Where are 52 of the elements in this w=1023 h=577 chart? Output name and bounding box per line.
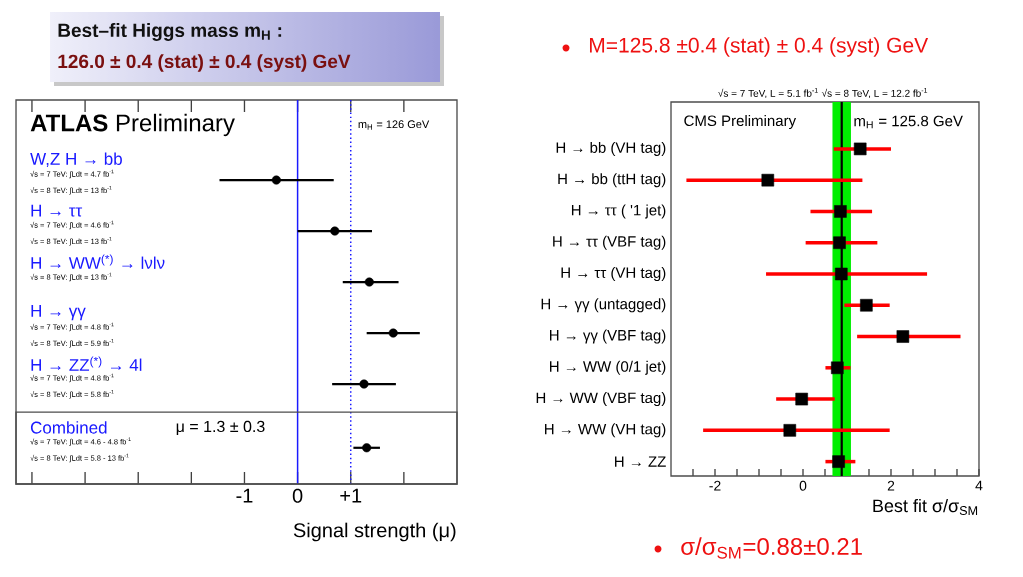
y-tick-label: H → bb (VH tag): [556, 141, 666, 156]
point: [795, 392, 808, 406]
point: [853, 142, 867, 156]
y-tick-label: H → WW (VH tag): [545, 423, 666, 438]
point: [860, 298, 873, 312]
annotation: CMS Preliminary: [684, 115, 797, 130]
x-axis-title: Signal strength (μ): [293, 522, 456, 542]
x-tick-label: 4: [975, 480, 983, 491]
point: [330, 226, 340, 236]
chart-subtitle: 126.0 ± 0.4 (stat) ± 0.4 (syst) GeV: [58, 54, 351, 72]
x-tick-label: -2: [709, 480, 721, 491]
point: [364, 277, 374, 287]
point: [761, 173, 775, 187]
y-tick-label: H → WW (VBF tag): [536, 392, 666, 407]
annotation: μ = 1.3 ± 0.3: [176, 420, 265, 436]
point: [388, 328, 398, 338]
y-tick-label: W,Z H → bb: [30, 152, 122, 167]
y-tick-label: H → γγ (VBF tag): [550, 329, 666, 344]
x-axis-title: Best fit σ/σ$_{SM}$: [873, 498, 978, 516]
x-tick-label: 0: [799, 480, 807, 491]
y-tick-label: H → γγ (untagged): [541, 298, 666, 313]
point: [832, 455, 845, 468]
point: [835, 267, 848, 281]
x-tick-label: -1: [236, 488, 253, 503]
y-tick-label: H → ττ (VH tag): [561, 266, 666, 281]
point: [783, 424, 797, 437]
point: [359, 379, 369, 389]
x-tick-label: +1: [340, 488, 362, 503]
y-tick-label: H → ττ (VBF tag): [553, 235, 666, 250]
text: σ/σ$_{SM}$=0.88±0.21: [681, 537, 862, 559]
point: [833, 236, 846, 249]
y-tick-label: H → ττ ( '1 jet): [571, 204, 666, 219]
y-tick-label: H → ZZ$^{(*)}$ → 4l: [31, 356, 142, 371]
y-tick-label: H → WW (0/1 jet): [550, 360, 666, 375]
annotation: m$_{H}$ = 125.8 GeV: [854, 115, 963, 129]
y-tick-label: H → γγ: [31, 305, 86, 321]
text: ATLAS Preliminary: [30, 113, 235, 137]
y-tick-label: H → ZZ: [615, 456, 666, 467]
point: [271, 175, 281, 185]
y-tick-label: Combined: [30, 421, 107, 434]
point: [834, 205, 847, 218]
chart-subtitle: √s = 7 TeV, L = 5.1 fb$^{-1}$ √s = 8 TeV, L = 12.2 fb$^{-1}$: [718, 87, 928, 99]
point: [896, 330, 910, 343]
y-tick-label: H → ττ: [31, 204, 83, 217]
point: [831, 361, 844, 375]
y-tick-label: H → WW$^{(*)}$ → lνlν: [31, 254, 165, 269]
x-tick-label: 0: [292, 488, 303, 503]
chart-title: M=125.8 ±0.4 (stat) ± 0.4 (syst) GeV: [589, 37, 929, 57]
text: m$_{H}$ = 126 GeV: [358, 120, 430, 130]
chart-title: Best–fit Higgs mass m$_{H}$ :: [58, 23, 282, 41]
x-tick-label: 2: [887, 480, 895, 491]
y-tick-label: H → bb (ttH tag): [558, 173, 666, 188]
